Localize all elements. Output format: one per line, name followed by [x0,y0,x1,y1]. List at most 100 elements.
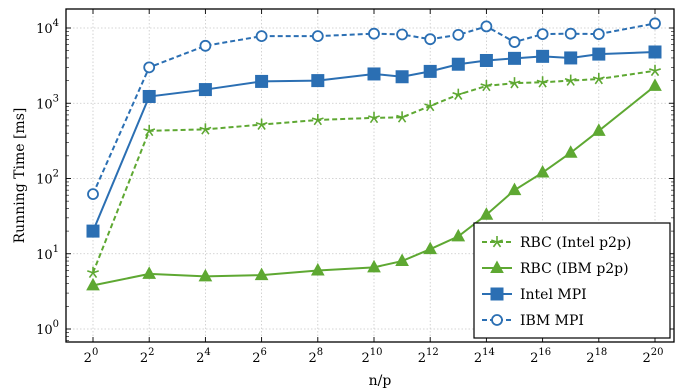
legend: RBC (Intel p2p) RBC (IBM p2p) Intel MPI IBM… [473,222,671,339]
data-point [479,207,494,220]
star-arm [480,83,487,87]
data-point [87,266,99,279]
star-arm [373,115,380,119]
legend-item: RBC (IBM p2p) [482,260,629,277]
data-point [199,39,212,52]
y-tick-label: 100 [36,319,59,338]
star-arm [536,79,543,84]
star-arm [401,116,407,123]
star-arm [570,77,577,82]
series-group [86,17,662,291]
star-arm [257,124,263,130]
data-point [395,70,409,84]
series-line [92,22,656,195]
data-point [451,228,466,242]
legend-item: Intel MPI [482,287,587,303]
x-tick-label: 212 [418,347,439,366]
star-arm [148,128,156,132]
x-tick-label: 220 [642,347,663,366]
data-point [396,111,409,123]
star-arm [541,81,547,88]
series-ibm-mpi [87,17,661,201]
star-arm [566,80,572,86]
star-arm [496,239,503,243]
star-arm [564,77,571,82]
star-arm [542,79,549,84]
data-point [592,47,606,61]
data-point [451,57,465,71]
data-point [536,28,549,40]
data-point [424,33,437,46]
legend-item: RBC (Intel p2p) [482,235,631,251]
star-arm [654,68,661,72]
star-arm [205,126,212,131]
y-tick-label: 104 [36,18,59,37]
star-arm [260,124,266,130]
y-axis-label: Running Time [ms] [12,108,28,244]
star-arm [598,76,605,80]
star-arm [491,239,498,243]
data-point [423,241,438,255]
data-point [143,61,156,74]
data-point [507,182,522,196]
data-point [423,64,437,78]
data-point [592,73,605,85]
x-tick-label: 218 [586,347,607,366]
star-arm [311,117,319,121]
series-rbc-ibm-p2p [86,78,662,291]
star-arm [510,82,516,89]
legend-label: RBC (IBM p2p) [520,261,629,277]
data-point [254,267,269,281]
data-point [591,123,606,136]
series-rbc-intel-p2p [87,64,661,279]
data-point [424,99,437,112]
star-arm [650,70,656,77]
data-point [452,88,465,101]
x-tick-label: 216 [530,347,551,366]
star-arm [92,272,98,279]
legend-label: IBM MPI [520,313,584,329]
data-point [535,164,550,178]
star-arm [458,92,465,96]
star-arm [592,76,600,80]
star-arm [538,81,544,88]
data-point [508,77,521,89]
star-arm [201,128,207,135]
star-arm [513,82,519,89]
x-tick-label: 210 [361,347,382,366]
star-arm [204,128,210,135]
star-arm [87,270,94,274]
y-tick-label: 102 [36,169,59,188]
data-point [649,17,661,30]
star-arm [649,68,656,72]
legend-item: IBM MPI [482,313,584,329]
star-arm [317,117,324,121]
data-point [198,83,212,97]
data-point [143,124,156,137]
star-arm [397,116,403,123]
data-point [536,76,549,88]
data-point [564,51,578,65]
data-point [563,145,578,158]
star-arm [485,85,491,92]
x-tick-label: 214 [474,347,495,366]
data-point [311,113,324,126]
legend-marker [490,287,504,301]
star-arm [594,78,600,85]
plot-frame [65,8,675,343]
data-point [479,53,493,67]
star-arm [429,103,437,107]
star-arm [401,114,409,119]
legend-marker [491,236,503,248]
star-arm [457,94,463,101]
x-tick-label: 28 [308,347,323,366]
data-point [480,79,493,92]
star-arm [496,241,502,248]
star-arm [368,115,375,119]
x-tick-label: 26 [252,347,267,366]
legend-marker [490,260,504,273]
x-axis-label: n/p [369,373,392,389]
data-point [310,262,325,276]
data-point [255,30,268,43]
data-point [199,123,212,135]
